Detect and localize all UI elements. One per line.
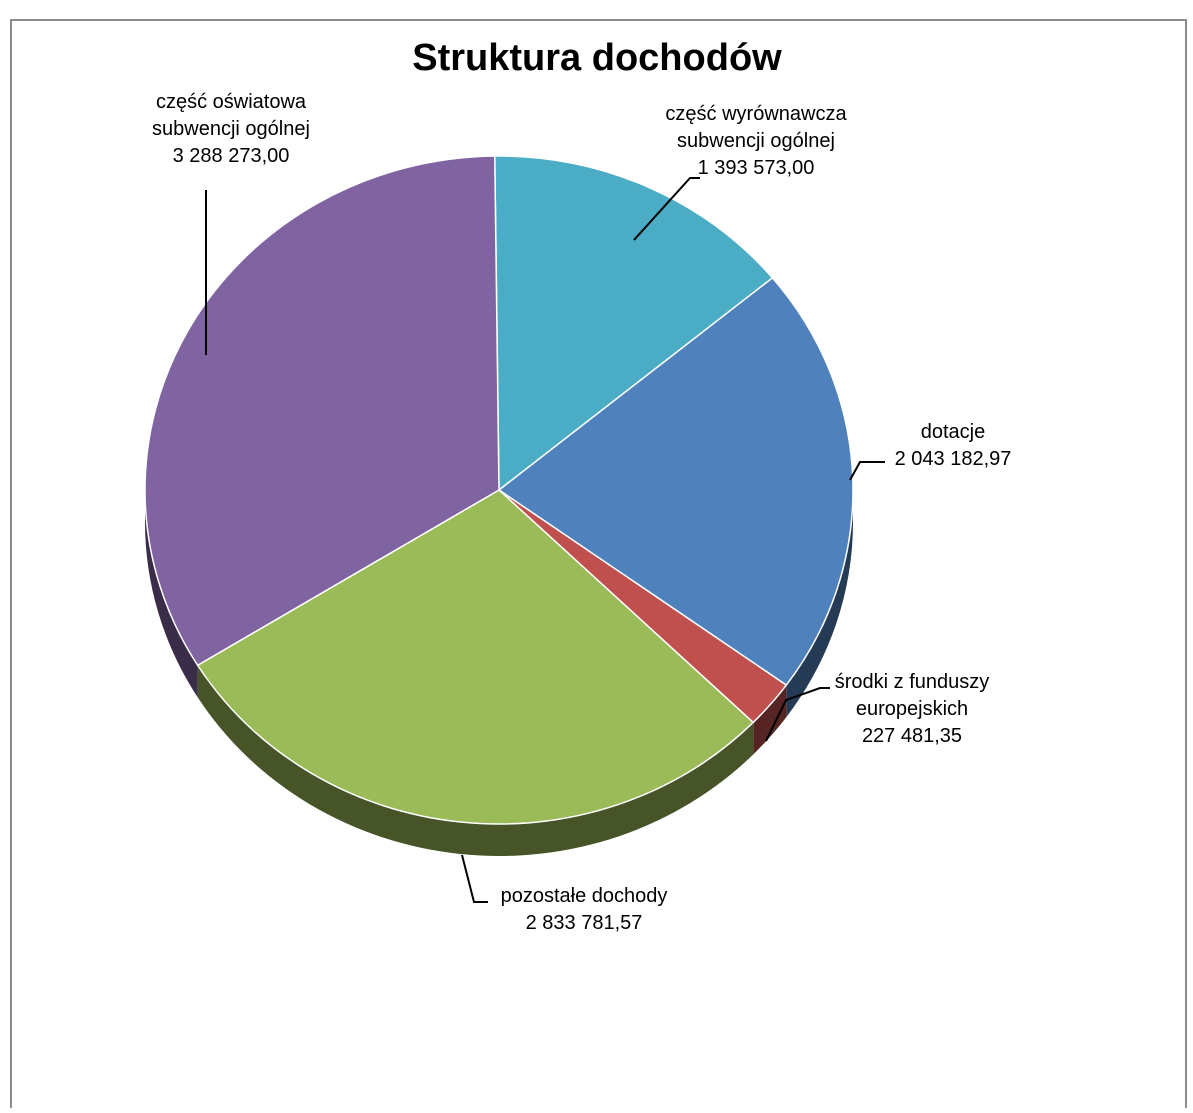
data-label-line: 2 043 182,97	[895, 448, 1012, 470]
chart-title: Struktura dochodów	[412, 37, 782, 79]
data-label-4: część oświatowa subwencji ogólnej 3 288 27…	[152, 91, 310, 167]
leader-line-1	[849, 461, 885, 481]
leader-lines	[205, 177, 885, 903]
data-label-line: część wyrównawcza	[665, 103, 847, 125]
pie-slices	[144, 155, 854, 825]
pie-side-4	[145, 490, 198, 698]
pie-side-2	[753, 685, 787, 755]
data-label-line: pozostałe dochody	[501, 885, 668, 907]
data-label-line: subwencji ogólnej	[152, 118, 310, 140]
leader-line-2	[765, 687, 830, 742]
leader-line-3	[461, 854, 488, 903]
data-label-0: część wyrównawcza subwencji ogólnej 1 393 …	[665, 103, 847, 179]
data-label-line: subwencji ogólnej	[677, 130, 835, 152]
data-label-line: 2 833 781,57	[526, 912, 643, 934]
data-label-2: środki z funduszy europejskich 227 481,35	[835, 671, 990, 747]
data-label-line: 227 481,35	[862, 725, 962, 747]
data-labels: część wyrównawcza subwencji ogólnej 1 393 …	[152, 91, 1011, 934]
pie-slice-0	[494, 155, 774, 491]
data-label-line: dotacje	[921, 421, 986, 443]
pie-slice-3	[196, 489, 754, 825]
data-label-3: pozostałe dochody 2 833 781,57	[501, 885, 668, 934]
data-label-line: środki z funduszy	[835, 671, 990, 693]
data-label-line: 1 393 573,00	[698, 157, 815, 179]
pie-side-3	[197, 665, 754, 857]
chart-border	[10, 19, 1187, 1113]
data-label-line: część oświatowa	[156, 91, 307, 113]
pie-slice-1	[498, 277, 854, 686]
pie-side-1	[786, 490, 853, 718]
data-label-line: 3 288 273,00	[173, 145, 290, 167]
data-label-line: europejskich	[856, 698, 968, 720]
pie-slice-4	[144, 155, 500, 667]
leader-line-0	[633, 177, 700, 241]
pie-depth	[145, 490, 853, 857]
data-label-1: dotacje 2 043 182,97	[895, 421, 1012, 470]
